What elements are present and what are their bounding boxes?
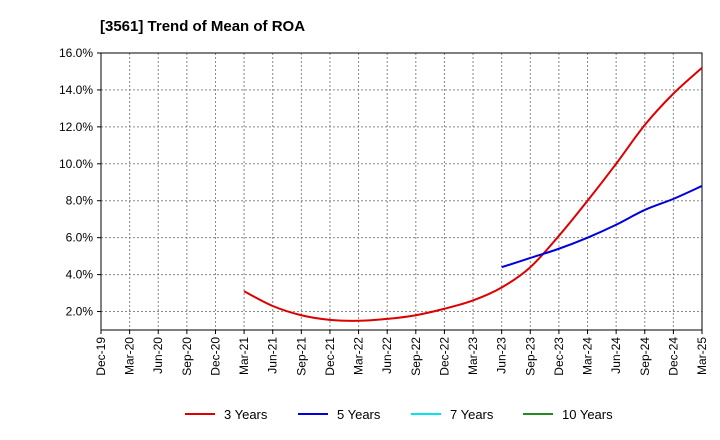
y-tick-label: 14.0% (59, 83, 93, 97)
x-tick-label: Dec-22 (437, 337, 451, 376)
y-tick-label: 2.0% (66, 305, 94, 319)
x-tick-label: Mar-20 (123, 337, 137, 375)
y-tick-label: 8.0% (66, 194, 94, 208)
y-tick-label: 12.0% (59, 120, 93, 134)
x-tick-label: Sep-21 (294, 337, 308, 376)
y-axis: 2.0% 4.0% 6.0% 8.0% 10.0% 12.0% 14.0% 16.0% (59, 46, 101, 319)
x-tick-label: Jun-21 (266, 337, 280, 374)
x-tick-label: Mar-22 (352, 337, 366, 375)
x-tick-label: Jun-24 (609, 337, 623, 374)
x-tick-label: Jun-20 (151, 337, 165, 374)
x-axis: Dec-19 Mar-20 Jun-20 Sep-20 Dec-20 Mar-21 Jun-… (94, 330, 709, 376)
y-tick-label: 4.0% (66, 268, 94, 282)
plot-frame (100, 52, 703, 331)
y-tick-label: 6.0% (66, 231, 94, 245)
x-tick-label: Mar-21 (237, 337, 251, 375)
legend-label-5-years: 5 Years (337, 407, 381, 422)
chart-title: [3561] Trend of Mean of ROA (100, 18, 305, 35)
x-tick-label: Dec-20 (208, 337, 222, 376)
legend-label-10-years: 10 Years (562, 407, 613, 422)
legend: 3 Years 5 Years 7 Years 10 Years (185, 407, 613, 422)
x-tick-label: Mar-25 (695, 337, 709, 375)
x-tick-label: Dec-23 (552, 337, 566, 376)
x-tick-label: Sep-24 (638, 337, 652, 376)
x-tick-label: Mar-23 (466, 337, 480, 375)
x-tick-label: Sep-22 (409, 337, 423, 376)
legend-label-7-years: 7 Years (450, 407, 494, 422)
x-tick-label: Sep-23 (523, 337, 537, 376)
x-tick-label: Sep-20 (180, 337, 194, 376)
series-line-5-years (501, 185, 703, 269)
series-line-3-years (243, 67, 703, 322)
series-lines (243, 67, 703, 322)
x-tick-label: Mar-24 (581, 337, 595, 375)
x-tick-label: Dec-19 (94, 337, 108, 376)
x-tick-label: Jun-23 (495, 337, 509, 374)
x-tick-label: Dec-21 (323, 337, 337, 376)
grid (101, 53, 702, 330)
legend-label-3-years: 3 Years (224, 407, 268, 422)
y-tick-label: 10.0% (59, 157, 93, 171)
y-tick-label: 16.0% (59, 46, 93, 60)
x-tick-label: Jun-22 (380, 337, 394, 374)
x-tick-label: Dec-24 (666, 337, 680, 376)
